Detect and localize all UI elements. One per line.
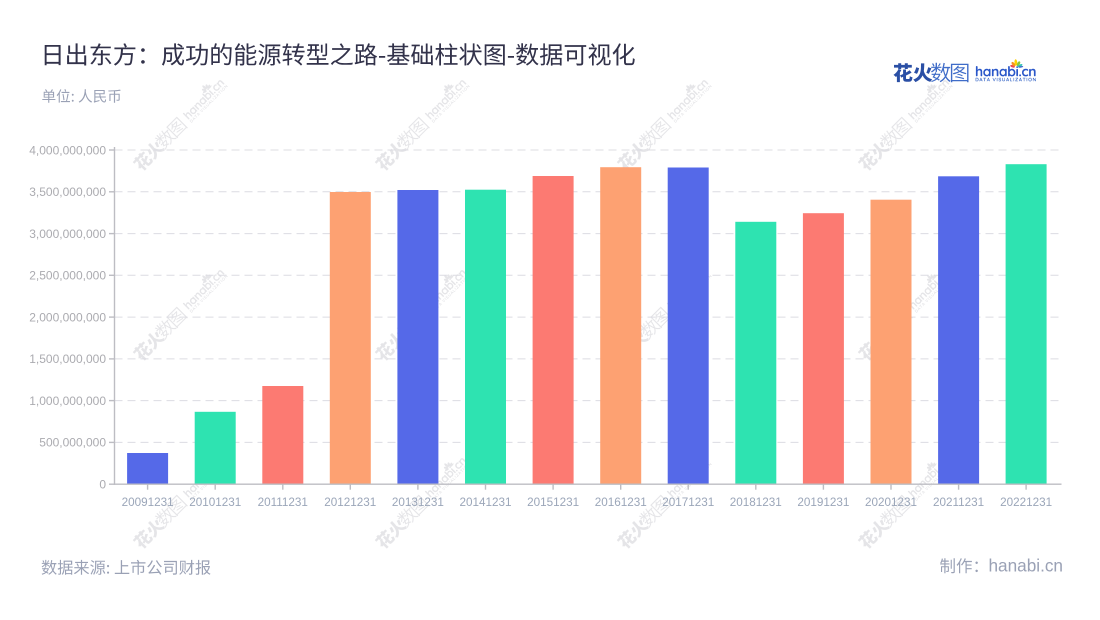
svg-text:20111231: 20111231	[258, 496, 308, 509]
svg-text:0: 0	[99, 478, 106, 492]
svg-text:20131231: 20131231	[392, 496, 444, 509]
svg-text:20101231: 20101231	[189, 496, 241, 509]
svg-text:2,500,000,000: 2,500,000,000	[29, 269, 106, 283]
svg-text:3,500,000,000: 3,500,000,000	[29, 185, 106, 199]
svg-text:20191231: 20191231	[797, 496, 849, 509]
svg-text:20091231: 20091231	[122, 496, 174, 509]
svg-text:20121231: 20121231	[324, 496, 376, 509]
svg-text:20181231: 20181231	[730, 496, 782, 509]
svg-text:500,000,000: 500,000,000	[39, 436, 106, 450]
svg-text:20201231: 20201231	[865, 496, 917, 509]
svg-text:20161231: 20161231	[595, 496, 647, 509]
svg-text:1,000,000,000: 1,000,000,000	[29, 394, 106, 408]
svg-text:20141231: 20141231	[459, 496, 511, 509]
svg-text:hanabi.cn: hanabi.cn	[988, 556, 1063, 576]
svg-text:3,000,000,000: 3,000,000,000	[29, 227, 106, 241]
svg-text:20151231: 20151231	[527, 496, 579, 509]
svg-text:2,000,000,000: 2,000,000,000	[29, 310, 106, 324]
svg-text:4,000,000,000: 4,000,000,000	[29, 143, 106, 157]
svg-text:20221231: 20221231	[1000, 496, 1052, 509]
svg-text:20171231: 20171231	[662, 496, 714, 509]
svg-text:20211231: 20211231	[933, 496, 984, 509]
svg-text:1,500,000,000: 1,500,000,000	[29, 352, 106, 366]
